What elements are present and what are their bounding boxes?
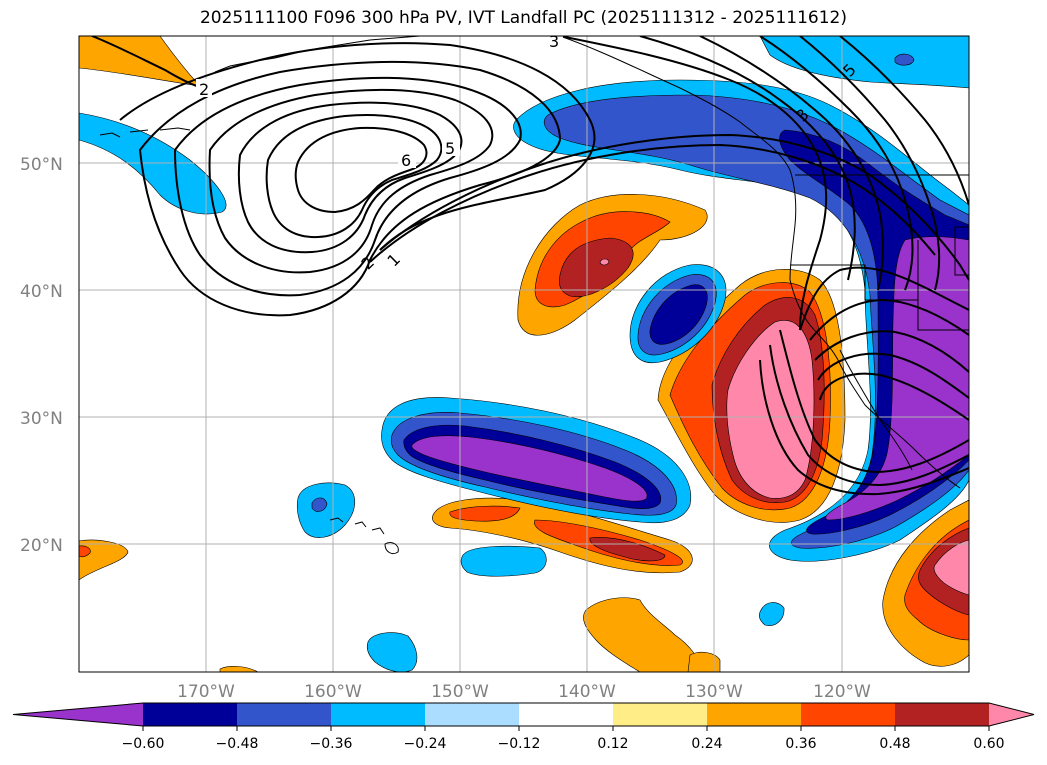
colorbar-segment (425, 703, 520, 726)
colorbar-segment (895, 703, 990, 726)
colorbar-segment (707, 703, 802, 726)
lon-label-140w: 140°W (558, 682, 616, 702)
lon-label-170w: 170°W (177, 682, 235, 702)
colorbar-tick-label: −0.12 (498, 736, 541, 752)
lat-label-50n: 50°N (20, 155, 63, 175)
colorbar-tick-label: −0.24 (404, 736, 447, 752)
latitude-labels: 50°N 40°N 30°N 20°N (20, 155, 63, 556)
colorbar-segment (143, 703, 238, 726)
colorbar-segment (331, 703, 426, 726)
lon-label-160w: 160°W (304, 682, 362, 702)
colorbar: −0.60 −0.48 −0.36 −0.24 −0.12 0.12 0.24 0.36 0.4… (12, 702, 1035, 752)
map-title: 2025111100 F096 300 hPa PV, IVT Landfall… (199, 8, 847, 28)
longitude-labels: 170°W 160°W 150°W 140°W 130°W 120°W (177, 682, 871, 702)
colorbar-segment (237, 703, 332, 726)
colorbar-tick-label: −0.60 (122, 736, 165, 752)
lat-label-20n: 20°N (20, 536, 63, 556)
colorbar-tick-label: −0.48 (216, 736, 259, 752)
colorbar-segment (801, 703, 896, 726)
negative-anomaly-fields (79, 36, 969, 672)
lon-label-130w: 130°W (685, 682, 743, 702)
colorbar-extend-high (989, 703, 1034, 726)
lat-label-40n: 40°N (20, 282, 63, 302)
colorbar-tick-label: 0.60 (973, 736, 1004, 752)
colorbar-tick-label: 0.24 (691, 736, 722, 752)
colorbar-tick-label: −0.36 (310, 736, 353, 752)
pv-contour-label: 5 (445, 139, 455, 158)
map-frame (78, 35, 970, 673)
colorbar-tick-label: 0.36 (785, 736, 816, 752)
pv-contour-label: 2 (199, 80, 209, 99)
colorbar-segment (613, 703, 708, 726)
lat-label-30n: 30°N (20, 409, 63, 429)
pv-contour-label: 3 (549, 32, 559, 51)
colorbar-tick-label: 0.12 (597, 736, 628, 752)
colorbar-segment (519, 703, 614, 726)
lon-label-120w: 120°W (813, 682, 871, 702)
colorbar-tick-label: 0.48 (879, 736, 910, 752)
colorbar-extend-low (13, 703, 143, 726)
lon-label-150w: 150°W (431, 682, 489, 702)
pv-contour-label: 6 (401, 151, 411, 170)
map-panel: 2 3 5 6 5 2 1 3 (79, 32, 969, 672)
